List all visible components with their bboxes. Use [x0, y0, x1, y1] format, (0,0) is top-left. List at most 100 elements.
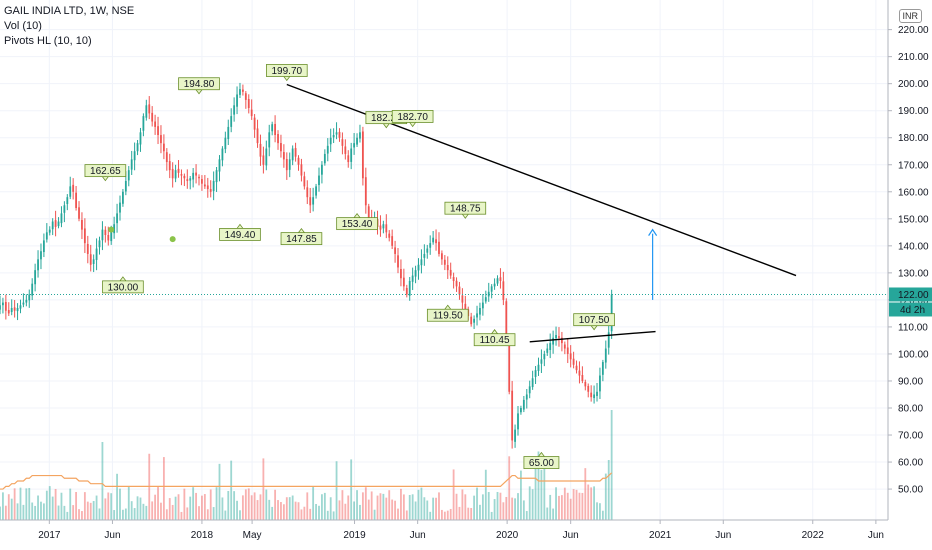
volume-bar	[75, 491, 77, 520]
volume-bar	[402, 494, 405, 520]
y-tick-label: 160.00	[898, 187, 929, 198]
volume-bar	[168, 498, 171, 520]
candle-body	[51, 221, 54, 230]
volume-indicator-label[interactable]: Vol (10)	[4, 20, 42, 32]
volume-bar	[294, 501, 297, 520]
candle-body	[435, 239, 437, 244]
y-tick-label: 60.00	[898, 458, 923, 469]
volume-ma-path	[0, 472, 613, 490]
candle-body	[110, 232, 113, 242]
candle-body	[569, 353, 572, 360]
volume-bar	[505, 496, 508, 520]
candle-body	[83, 228, 86, 244]
candle-body	[590, 392, 593, 398]
volume-bar	[587, 484, 590, 520]
pivot-box	[84, 164, 127, 178]
volume-bar	[364, 487, 367, 520]
candle-body	[151, 112, 154, 122]
candle-body	[432, 237, 435, 243]
volume-bar	[241, 495, 244, 520]
volume-bar	[72, 505, 75, 520]
pivot-label: 147.85	[286, 234, 317, 245]
candle-body	[423, 253, 426, 258]
candle-body	[400, 269, 402, 279]
candle-body	[7, 310, 10, 314]
candle-body	[136, 143, 139, 152]
candle-body	[309, 197, 312, 206]
candle-body	[31, 283, 34, 296]
pivot-pointer	[298, 227, 305, 233]
volume-bar	[239, 510, 241, 520]
last-price-label: 122.00	[898, 290, 929, 301]
volume-bar	[604, 473, 607, 520]
candle-body	[329, 137, 332, 145]
candle-body	[528, 386, 531, 394]
currency-badge[interactable]: INR	[898, 9, 922, 23]
y-tick-label: 50.00	[898, 485, 923, 496]
last-price-tag	[889, 287, 932, 302]
volume-bar	[192, 487, 195, 520]
volume-bar	[502, 502, 505, 520]
candle-body	[558, 336, 560, 338]
volume-bar	[537, 451, 540, 520]
candle-body	[256, 128, 259, 144]
volume-bar	[569, 498, 572, 520]
pivot-label: 162.65	[90, 166, 121, 177]
candle-body	[192, 172, 195, 180]
y-tick-label: 80.00	[898, 404, 923, 415]
y-tick-label: 140.00	[898, 241, 929, 252]
candle-body	[236, 94, 238, 107]
candle-body	[441, 253, 443, 260]
volume-bar	[274, 489, 277, 520]
candle-body	[262, 155, 265, 165]
pivot-pointer	[353, 212, 361, 218]
candle-body	[566, 347, 569, 354]
volume-bar	[356, 490, 358, 520]
candle-body	[280, 143, 282, 152]
pivot-label: 194.80	[184, 79, 215, 90]
volume-bars	[0, 410, 613, 520]
volume-bar	[16, 503, 19, 520]
volume-bar	[227, 490, 230, 520]
volume-bar	[499, 492, 502, 520]
volume-bar	[195, 492, 197, 520]
candle-body	[405, 287, 408, 295]
candle-body	[487, 291, 490, 297]
candle-body	[297, 157, 300, 165]
x-tick-label: 2020	[496, 530, 519, 541]
x-tick-label: 2022	[802, 530, 825, 541]
candle-body	[28, 294, 31, 301]
volume-bar	[599, 503, 601, 520]
pivots-indicator-label[interactable]: Pivots HL (10, 10)	[4, 35, 92, 47]
volume-bar	[92, 501, 95, 520]
volume-bar	[157, 486, 159, 520]
volume-bar	[470, 507, 473, 520]
volume-bar	[212, 507, 215, 520]
volume-bar	[590, 487, 593, 520]
volume-bar	[455, 493, 458, 520]
volume-bar	[560, 495, 563, 520]
volume-bar	[353, 501, 356, 520]
candle-body	[40, 251, 42, 260]
candle-body	[587, 385, 590, 392]
candle-body	[531, 378, 534, 388]
candle-body	[479, 308, 481, 315]
volume-bar	[578, 492, 581, 520]
volume-bar	[359, 504, 361, 520]
symbol-title[interactable]: GAIL INDIA LTD, 1W, NSE	[4, 5, 135, 17]
volume-bar	[312, 486, 315, 520]
candle-body	[514, 429, 516, 442]
candle-body	[534, 370, 537, 377]
candle-body	[575, 365, 578, 371]
pivot-label: 182.70	[397, 112, 428, 123]
volume-bar	[318, 505, 320, 520]
volume-bar	[45, 490, 48, 520]
candle-body	[604, 348, 607, 363]
candle-body	[22, 302, 25, 305]
volume-bar	[370, 491, 373, 520]
volume-bar	[130, 501, 133, 520]
volume-bar	[34, 505, 37, 520]
volume-bar	[57, 505, 60, 520]
candle-body	[116, 213, 118, 224]
